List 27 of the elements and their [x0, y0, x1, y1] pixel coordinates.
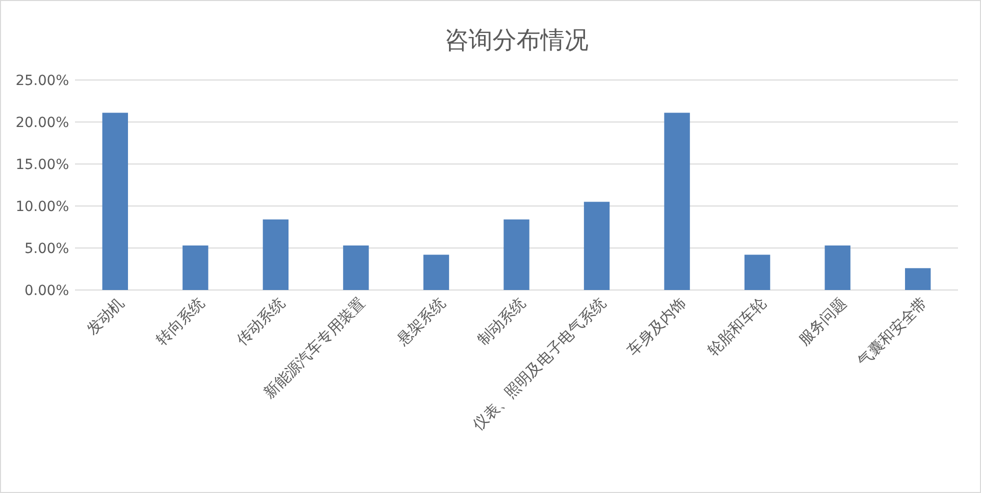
y-tick-label: 15.00%	[16, 156, 69, 173]
bar	[744, 254, 770, 290]
y-tick-label: 5.00%	[24, 240, 69, 257]
bar	[262, 219, 289, 290]
y-tick-label: 20.00%	[16, 114, 69, 131]
x-tick-label: 轮胎和车轮	[704, 294, 770, 360]
x-tick-label: 服务问题	[794, 294, 850, 349]
x-tick-label: 传动系统	[233, 294, 288, 349]
bar	[584, 202, 610, 290]
bar	[102, 112, 128, 290]
bar	[423, 254, 450, 290]
bar	[824, 245, 850, 290]
x-tick-label: 制动系统	[474, 294, 530, 349]
bar	[905, 268, 931, 290]
y-tick-label: 25.00%	[16, 72, 69, 89]
x-tick-label: 车身及内饰	[624, 294, 690, 360]
bar	[504, 219, 530, 290]
x-tick-label: 转向系统	[152, 294, 208, 349]
x-tick-label: 发动机	[83, 294, 128, 338]
y-tick-label: 10.00%	[16, 198, 69, 215]
y-tick-label: 0.00%	[24, 282, 69, 299]
bar	[664, 112, 690, 290]
x-tick-label: 气囊和安全带	[854, 294, 930, 370]
bar	[182, 245, 208, 290]
bar	[343, 245, 369, 290]
x-tick-label: 悬架系统	[392, 294, 449, 350]
chart-title: 咨询分布情况	[444, 26, 588, 54]
